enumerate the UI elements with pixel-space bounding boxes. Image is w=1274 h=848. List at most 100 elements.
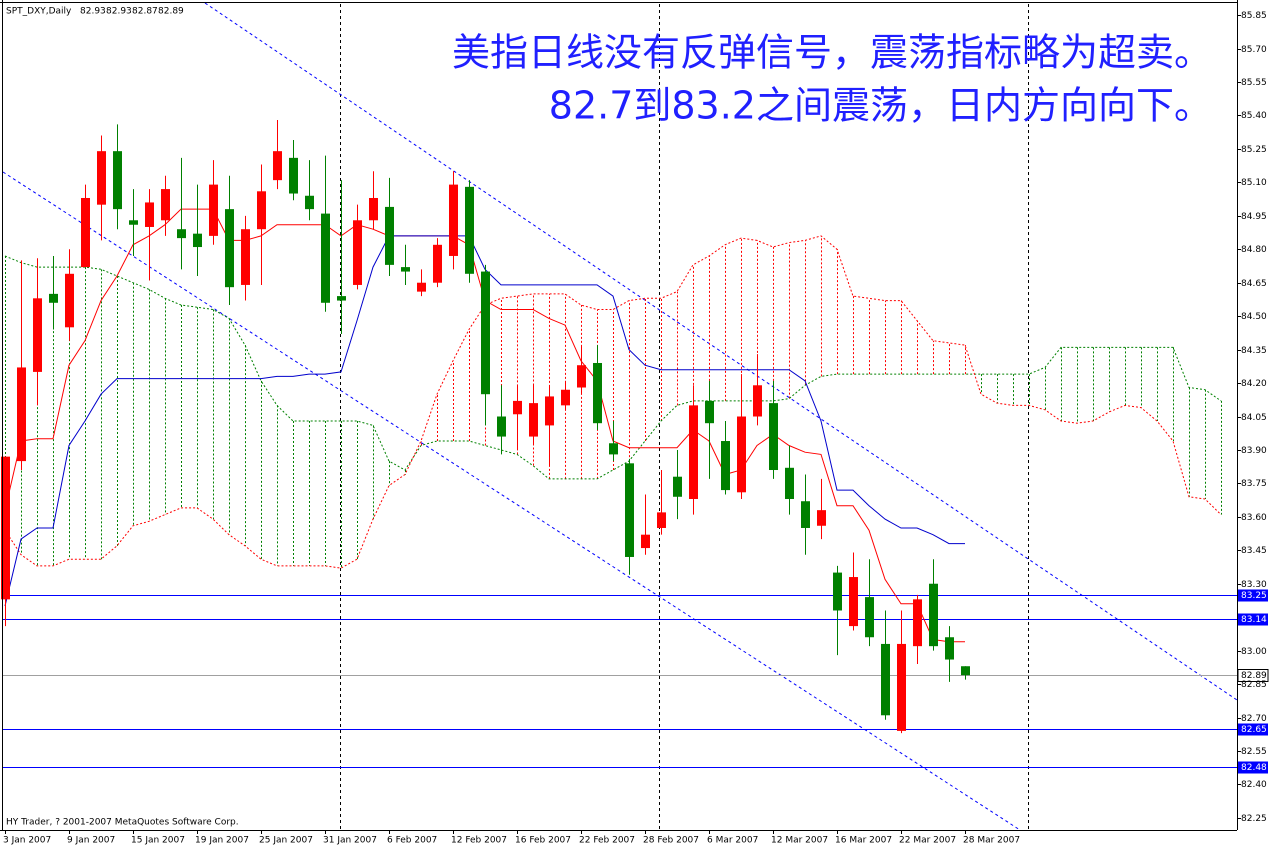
header-low: 82.87 <box>132 7 158 17</box>
candle-body <box>353 220 362 285</box>
candle-body <box>481 271 490 395</box>
x-tick-label: 9 Jan 2007 <box>67 836 115 846</box>
trendlines <box>2 2 1238 831</box>
y-tick-label: 83.00 <box>1241 647 1267 657</box>
x-tick-label: 6 Feb 2007 <box>387 836 437 846</box>
price-label: 82.89 <box>1241 671 1267 681</box>
candle-body <box>209 184 218 236</box>
y-tick-label: 84.65 <box>1241 279 1267 289</box>
candle-body <box>865 597 874 638</box>
candle-body <box>289 157 298 194</box>
x-tick-label: 19 Jan 2007 <box>195 836 249 846</box>
x-tick-label: 25 Jan 2007 <box>259 836 313 846</box>
symbol: SPT_DXY,Daily <box>6 7 72 17</box>
y-tick-label: 83.30 <box>1241 580 1267 590</box>
candle-body <box>897 643 906 731</box>
y-tick-label: 82.40 <box>1241 780 1267 790</box>
x-tick-label: 12 Mar 2007 <box>771 836 828 846</box>
candle-body <box>801 501 810 528</box>
candle-body <box>49 293 58 303</box>
candle-body <box>609 443 618 455</box>
candle-body <box>641 534 650 549</box>
candle-body <box>33 298 42 372</box>
candle-body <box>145 202 154 227</box>
footer: HY Trader, ? 2001-2007 MetaQuotes Softwa… <box>6 818 239 828</box>
candle-body <box>305 195 314 210</box>
candle-body <box>177 229 186 239</box>
levels: 83.25 83.14 82.65 82.48 82.89 <box>3 589 1269 774</box>
x-tick-label: 15 Jan 2007 <box>131 836 185 846</box>
x-tick-label: 28 Feb 2007 <box>643 836 699 846</box>
y-tick-label: 85.70 <box>1241 45 1267 55</box>
candle-body <box>369 197 378 221</box>
candle-body <box>1 456 10 600</box>
y-tick-label: 82.70 <box>1241 714 1267 724</box>
header-close: 82.89 <box>158 7 184 17</box>
candle-body <box>577 365 586 388</box>
candle-body <box>545 396 554 426</box>
level-label: 82.65 <box>1241 725 1267 735</box>
x-tick-label: 31 Jan 2007 <box>323 836 377 846</box>
y-tick-label: 82.55 <box>1241 747 1267 757</box>
candle-body <box>337 296 346 301</box>
candle-body <box>737 416 746 493</box>
x-tick-label: 22 Feb 2007 <box>579 836 635 846</box>
candle-body <box>97 151 106 205</box>
span-b <box>4 235 1222 569</box>
candle-body <box>417 282 426 292</box>
level-label-box <box>1238 589 1268 602</box>
candle-body <box>961 666 970 676</box>
y-tick-label: 84.95 <box>1241 212 1267 222</box>
x-tick-label: 16 Mar 2007 <box>835 836 892 846</box>
candle-body <box>449 184 458 256</box>
y-tick-label: 85.55 <box>1241 78 1267 88</box>
x-tick-label: 28 Mar 2007 <box>963 836 1020 846</box>
x-tick-label: 22 Mar 2007 <box>899 836 956 846</box>
y-tick-label: 85.40 <box>1241 111 1267 121</box>
level-label-box <box>1238 723 1268 736</box>
candle-body <box>817 510 826 526</box>
x-tick-label: 12 Feb 2007 <box>451 836 507 846</box>
candle-body <box>433 244 442 283</box>
candle-body <box>401 267 410 272</box>
candle-body <box>113 151 122 210</box>
candle-body <box>497 416 506 437</box>
y-tick-label: 85.25 <box>1241 145 1267 155</box>
y-tick-label: 85.10 <box>1241 178 1267 188</box>
level-label: 83.14 <box>1241 615 1267 625</box>
candle-body <box>241 229 250 285</box>
candle-body <box>881 643 890 716</box>
candle-body <box>225 209 234 288</box>
y-tick-label: 83.60 <box>1241 513 1267 523</box>
y-tick-label: 83.90 <box>1241 446 1267 456</box>
span-a <box>4 255 1222 480</box>
candle-body <box>657 512 666 528</box>
candle-body <box>945 637 954 660</box>
candle-body <box>257 191 266 230</box>
y-tick-label: 85.85 <box>1241 11 1267 21</box>
annotation: 82.7到83.2之间震荡，日内方向向下。 <box>549 84 1212 128</box>
candle-body <box>273 151 282 181</box>
candle-body <box>849 577 858 627</box>
annotation: 美指日线没有反弹信号，震荡指标略为超卖。 <box>452 31 1212 75</box>
y-tick-label: 83.45 <box>1241 546 1267 556</box>
candle-body <box>721 441 730 491</box>
candle-body <box>753 385 762 417</box>
candle-body <box>529 403 538 437</box>
y-tick-label: 83.75 <box>1241 479 1267 489</box>
candles <box>1 119 970 734</box>
candle-body <box>161 189 170 221</box>
y-tick-label: 84.20 <box>1241 379 1267 389</box>
y-tick-label: 82.25 <box>1241 814 1267 824</box>
y-tick-label: 84.80 <box>1241 245 1267 255</box>
x-tick-label: 16 Feb 2007 <box>515 836 571 846</box>
candle-body <box>561 389 570 406</box>
candle-body <box>513 400 522 415</box>
level-label: 83.25 <box>1241 591 1267 601</box>
y-tick-label: 84.50 <box>1241 312 1267 322</box>
candle-body <box>593 362 602 424</box>
y-tick-label: 84.35 <box>1241 346 1267 356</box>
candle-body <box>385 206 394 265</box>
